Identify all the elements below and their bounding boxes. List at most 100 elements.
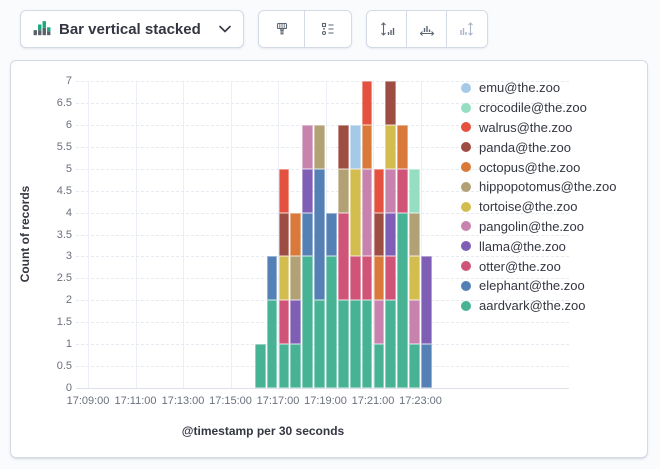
legend-color-dot bbox=[461, 142, 471, 153]
bar-segment[interactable] bbox=[326, 256, 337, 388]
legend-item[interactable]: emu@the.zoo bbox=[461, 78, 617, 98]
bar-segment[interactable] bbox=[349, 256, 361, 301]
bar-segment[interactable] bbox=[337, 212, 349, 301]
y-tick-label: 0 bbox=[65, 382, 72, 394]
x-tick-label: 17:13:00 bbox=[161, 395, 205, 407]
bar-segment[interactable] bbox=[302, 212, 314, 257]
bar-segment[interactable] bbox=[361, 168, 373, 257]
legend-item[interactable]: octopus@the.zoo bbox=[461, 157, 617, 177]
legend-item[interactable]: llama@the.zoo bbox=[461, 236, 617, 256]
bottom-axis-button[interactable] bbox=[407, 11, 447, 47]
y-gridline bbox=[76, 81, 569, 82]
bar-segment[interactable] bbox=[278, 212, 290, 257]
x-axis-title: @timestamp per 30 seconds bbox=[181, 424, 345, 438]
left-axis-button[interactable] bbox=[367, 11, 407, 47]
legend-color-dot bbox=[461, 300, 471, 311]
legend-item[interactable]: walrus@the.zoo bbox=[461, 118, 617, 138]
bar-segment[interactable] bbox=[314, 300, 325, 388]
bar-segment[interactable] bbox=[361, 124, 373, 169]
bar-segment[interactable] bbox=[385, 256, 397, 301]
legend-label: pangolin@the.zoo bbox=[479, 218, 584, 234]
bar-segment[interactable] bbox=[349, 124, 361, 169]
legend-item[interactable]: hippopotomus@the.zoo bbox=[461, 177, 617, 197]
legend-item[interactable]: aardvark@the.zoo bbox=[461, 296, 617, 316]
chevron-down-icon bbox=[219, 25, 231, 33]
legend-item[interactable]: elephant@the.zoo bbox=[461, 276, 617, 296]
right-axis-button-disabled bbox=[447, 11, 487, 47]
bar-segment[interactable] bbox=[290, 256, 302, 301]
bar-segment[interactable] bbox=[421, 256, 432, 345]
bar-segment[interactable] bbox=[397, 212, 409, 388]
bar-segment[interactable] bbox=[385, 81, 397, 125]
bar-segment[interactable] bbox=[385, 212, 397, 257]
bar-segment[interactable] bbox=[397, 124, 409, 169]
bar-segment[interactable] bbox=[278, 168, 290, 213]
bar-segment[interactable] bbox=[349, 168, 361, 257]
y-tick-label: 3 bbox=[65, 250, 72, 263]
bar-segment[interactable] bbox=[373, 168, 385, 213]
legend-label: aardvark@the.zoo bbox=[479, 298, 586, 314]
legend-list-icon bbox=[320, 21, 336, 37]
bar-segment[interactable] bbox=[290, 300, 302, 345]
bar-segment[interactable] bbox=[373, 212, 385, 257]
bar-segment[interactable] bbox=[337, 300, 349, 388]
legend-color-dot bbox=[461, 280, 471, 291]
bar-segment[interactable] bbox=[373, 344, 385, 388]
x-tick-label: 17:19:00 bbox=[304, 395, 347, 407]
chart-type-dropdown[interactable]: Bar vertical stacked bbox=[20, 10, 244, 48]
legend-label: hippopotomus@the.zoo bbox=[479, 179, 617, 195]
legend-item[interactable]: tortoise@the.zoo bbox=[461, 197, 617, 217]
bar-segment[interactable] bbox=[290, 212, 302, 257]
bar-segment[interactable] bbox=[314, 168, 325, 301]
bar-segment[interactable] bbox=[409, 256, 420, 301]
bar-segment[interactable] bbox=[373, 256, 385, 301]
bar-segment[interactable] bbox=[409, 344, 420, 388]
bar-segment[interactable] bbox=[337, 124, 349, 169]
bar-segment[interactable] bbox=[278, 300, 290, 345]
y-tick-label: 7 bbox=[65, 75, 72, 87]
bar-segment[interactable] bbox=[326, 212, 337, 257]
bar-segment[interactable] bbox=[421, 344, 432, 388]
bar-segment[interactable] bbox=[349, 300, 361, 388]
vertical-axis-disabled-icon bbox=[459, 21, 475, 37]
bar-segment[interactable] bbox=[302, 168, 314, 213]
bar-segment[interactable] bbox=[361, 81, 373, 125]
legend-item[interactable]: pangolin@the.zoo bbox=[461, 217, 617, 237]
y-tick-label: 6.5 bbox=[56, 96, 72, 109]
legend-label: otter@the.zoo bbox=[479, 258, 561, 274]
legend-settings-button[interactable] bbox=[305, 11, 351, 47]
style-brush-button[interactable] bbox=[259, 11, 305, 47]
bar-segment[interactable] bbox=[302, 256, 314, 388]
legend-label: llama@the.zoo bbox=[479, 238, 566, 254]
bar-segment[interactable] bbox=[302, 124, 314, 169]
bar-segment[interactable] bbox=[373, 300, 385, 345]
bar-segment[interactable] bbox=[266, 300, 278, 388]
legend-label: octopus@the.zoo bbox=[479, 159, 581, 175]
bar-segment[interactable] bbox=[278, 344, 290, 388]
chart-toolbar: Bar vertical stacked bbox=[0, 0, 660, 58]
bar-segment[interactable] bbox=[314, 124, 325, 169]
bar-segment[interactable] bbox=[385, 168, 397, 213]
legend-item[interactable]: panda@the.zoo bbox=[461, 137, 617, 157]
bar-segment[interactable] bbox=[266, 256, 278, 301]
bar-segment[interactable] bbox=[361, 256, 373, 301]
bar-segment[interactable] bbox=[290, 344, 302, 388]
y-tick-label: 2 bbox=[65, 294, 72, 307]
bar-segment[interactable] bbox=[385, 124, 397, 169]
bar-segment[interactable] bbox=[409, 212, 420, 257]
bar-segment[interactable] bbox=[254, 344, 266, 388]
style-button-group bbox=[258, 10, 352, 48]
legend-color-dot bbox=[461, 122, 471, 133]
bar-segment[interactable] bbox=[385, 300, 397, 388]
bar-segment[interactable] bbox=[337, 168, 349, 213]
y-tick-label: 5 bbox=[65, 162, 72, 175]
legend-item[interactable]: otter@the.zoo bbox=[461, 256, 617, 276]
bar-segment[interactable] bbox=[409, 300, 420, 345]
bar-segment[interactable] bbox=[278, 256, 290, 301]
bar-segment[interactable] bbox=[409, 168, 420, 213]
legend-item[interactable]: crocodile@the.zoo bbox=[461, 98, 617, 118]
bar-segment[interactable] bbox=[361, 300, 373, 388]
legend-label: elephant@the.zoo bbox=[479, 278, 585, 294]
bar-segment[interactable] bbox=[397, 168, 409, 213]
x-axis-line bbox=[76, 388, 569, 389]
